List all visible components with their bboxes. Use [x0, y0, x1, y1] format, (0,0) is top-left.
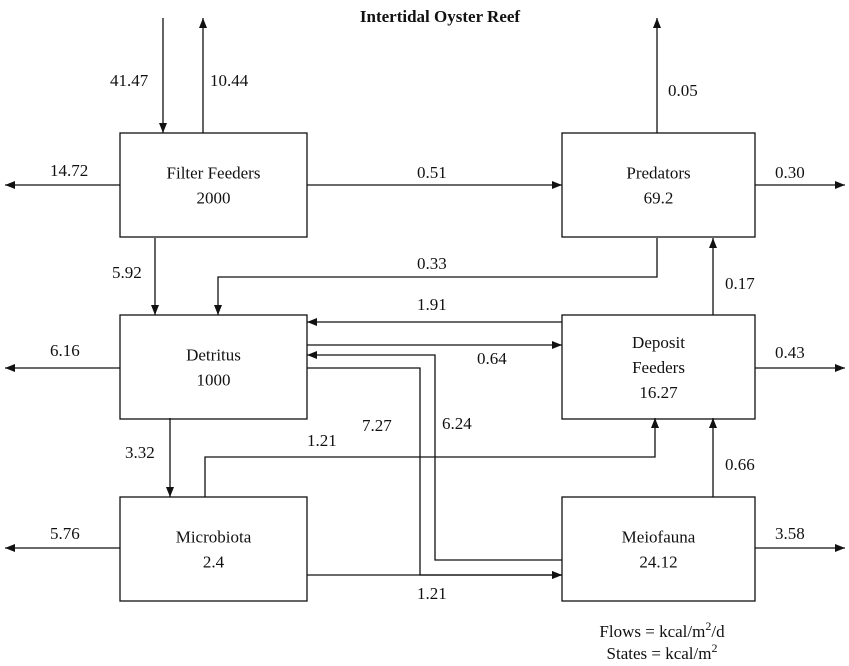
flow-value: 5.76 — [50, 524, 80, 543]
flow-value: 1.21 — [307, 431, 337, 450]
flow-arrow — [204, 418, 659, 497]
units-text: States = kcal/m — [607, 644, 712, 663]
flow-value: 5.92 — [112, 263, 142, 282]
units-text: Flows = kcal/m — [599, 622, 705, 641]
node-label: Feeders — [632, 358, 685, 377]
flow-value: 1.21 — [417, 584, 447, 603]
flow-value: 1.91 — [417, 295, 447, 314]
node-label: Meiofauna — [622, 528, 696, 547]
flow-value: 0.64 — [477, 349, 507, 368]
flow-arrow — [307, 351, 562, 561]
node-box — [119, 314, 308, 420]
node-label: Microbiota — [176, 528, 252, 547]
units-note: Flows = kcal/m2/d — [599, 619, 725, 641]
flow-value: 41.47 — [110, 71, 149, 90]
node-value: 2.4 — [203, 553, 225, 572]
node-box — [561, 132, 756, 238]
node-box — [561, 314, 756, 420]
flow-value: 10.44 — [210, 71, 249, 90]
node-value: 24.12 — [639, 553, 677, 572]
node-box — [119, 496, 308, 602]
node-value: 16.27 — [639, 383, 678, 402]
title: Intertidal Oyster Reef — [360, 7, 521, 26]
flow-value: 6.16 — [50, 341, 80, 360]
node-label: Deposit — [632, 333, 685, 352]
flow-value: 6.24 — [442, 414, 472, 433]
node-label: Detritus — [186, 346, 241, 365]
flow-value: 0.33 — [417, 254, 447, 273]
flow-value: 7.27 — [362, 416, 392, 435]
flow-arrow — [214, 238, 658, 315]
node-box — [119, 132, 308, 238]
node-value: 69.2 — [644, 189, 674, 208]
flow-value: 0.17 — [725, 274, 755, 293]
flow-value: 0.51 — [417, 163, 447, 182]
node-value: 2000 — [197, 189, 231, 208]
node-value: 1000 — [197, 371, 231, 390]
node-label: Predators — [626, 164, 690, 183]
flow-value: 0.43 — [775, 343, 805, 362]
flow-value: 0.30 — [775, 163, 805, 182]
flow-value: 0.66 — [725, 455, 755, 474]
flow-value: 3.32 — [125, 443, 155, 462]
flow-value: 14.72 — [50, 161, 88, 180]
units-sup: 2 — [705, 619, 711, 633]
node-label: Filter Feeders — [167, 164, 261, 183]
units-tail: /d — [711, 622, 725, 641]
node-box — [561, 496, 756, 602]
units-note: States = kcal/m2 — [607, 641, 718, 663]
units-sup: 2 — [711, 641, 717, 655]
flow-value: 0.05 — [668, 81, 698, 100]
flow-value: 3.58 — [775, 524, 805, 543]
